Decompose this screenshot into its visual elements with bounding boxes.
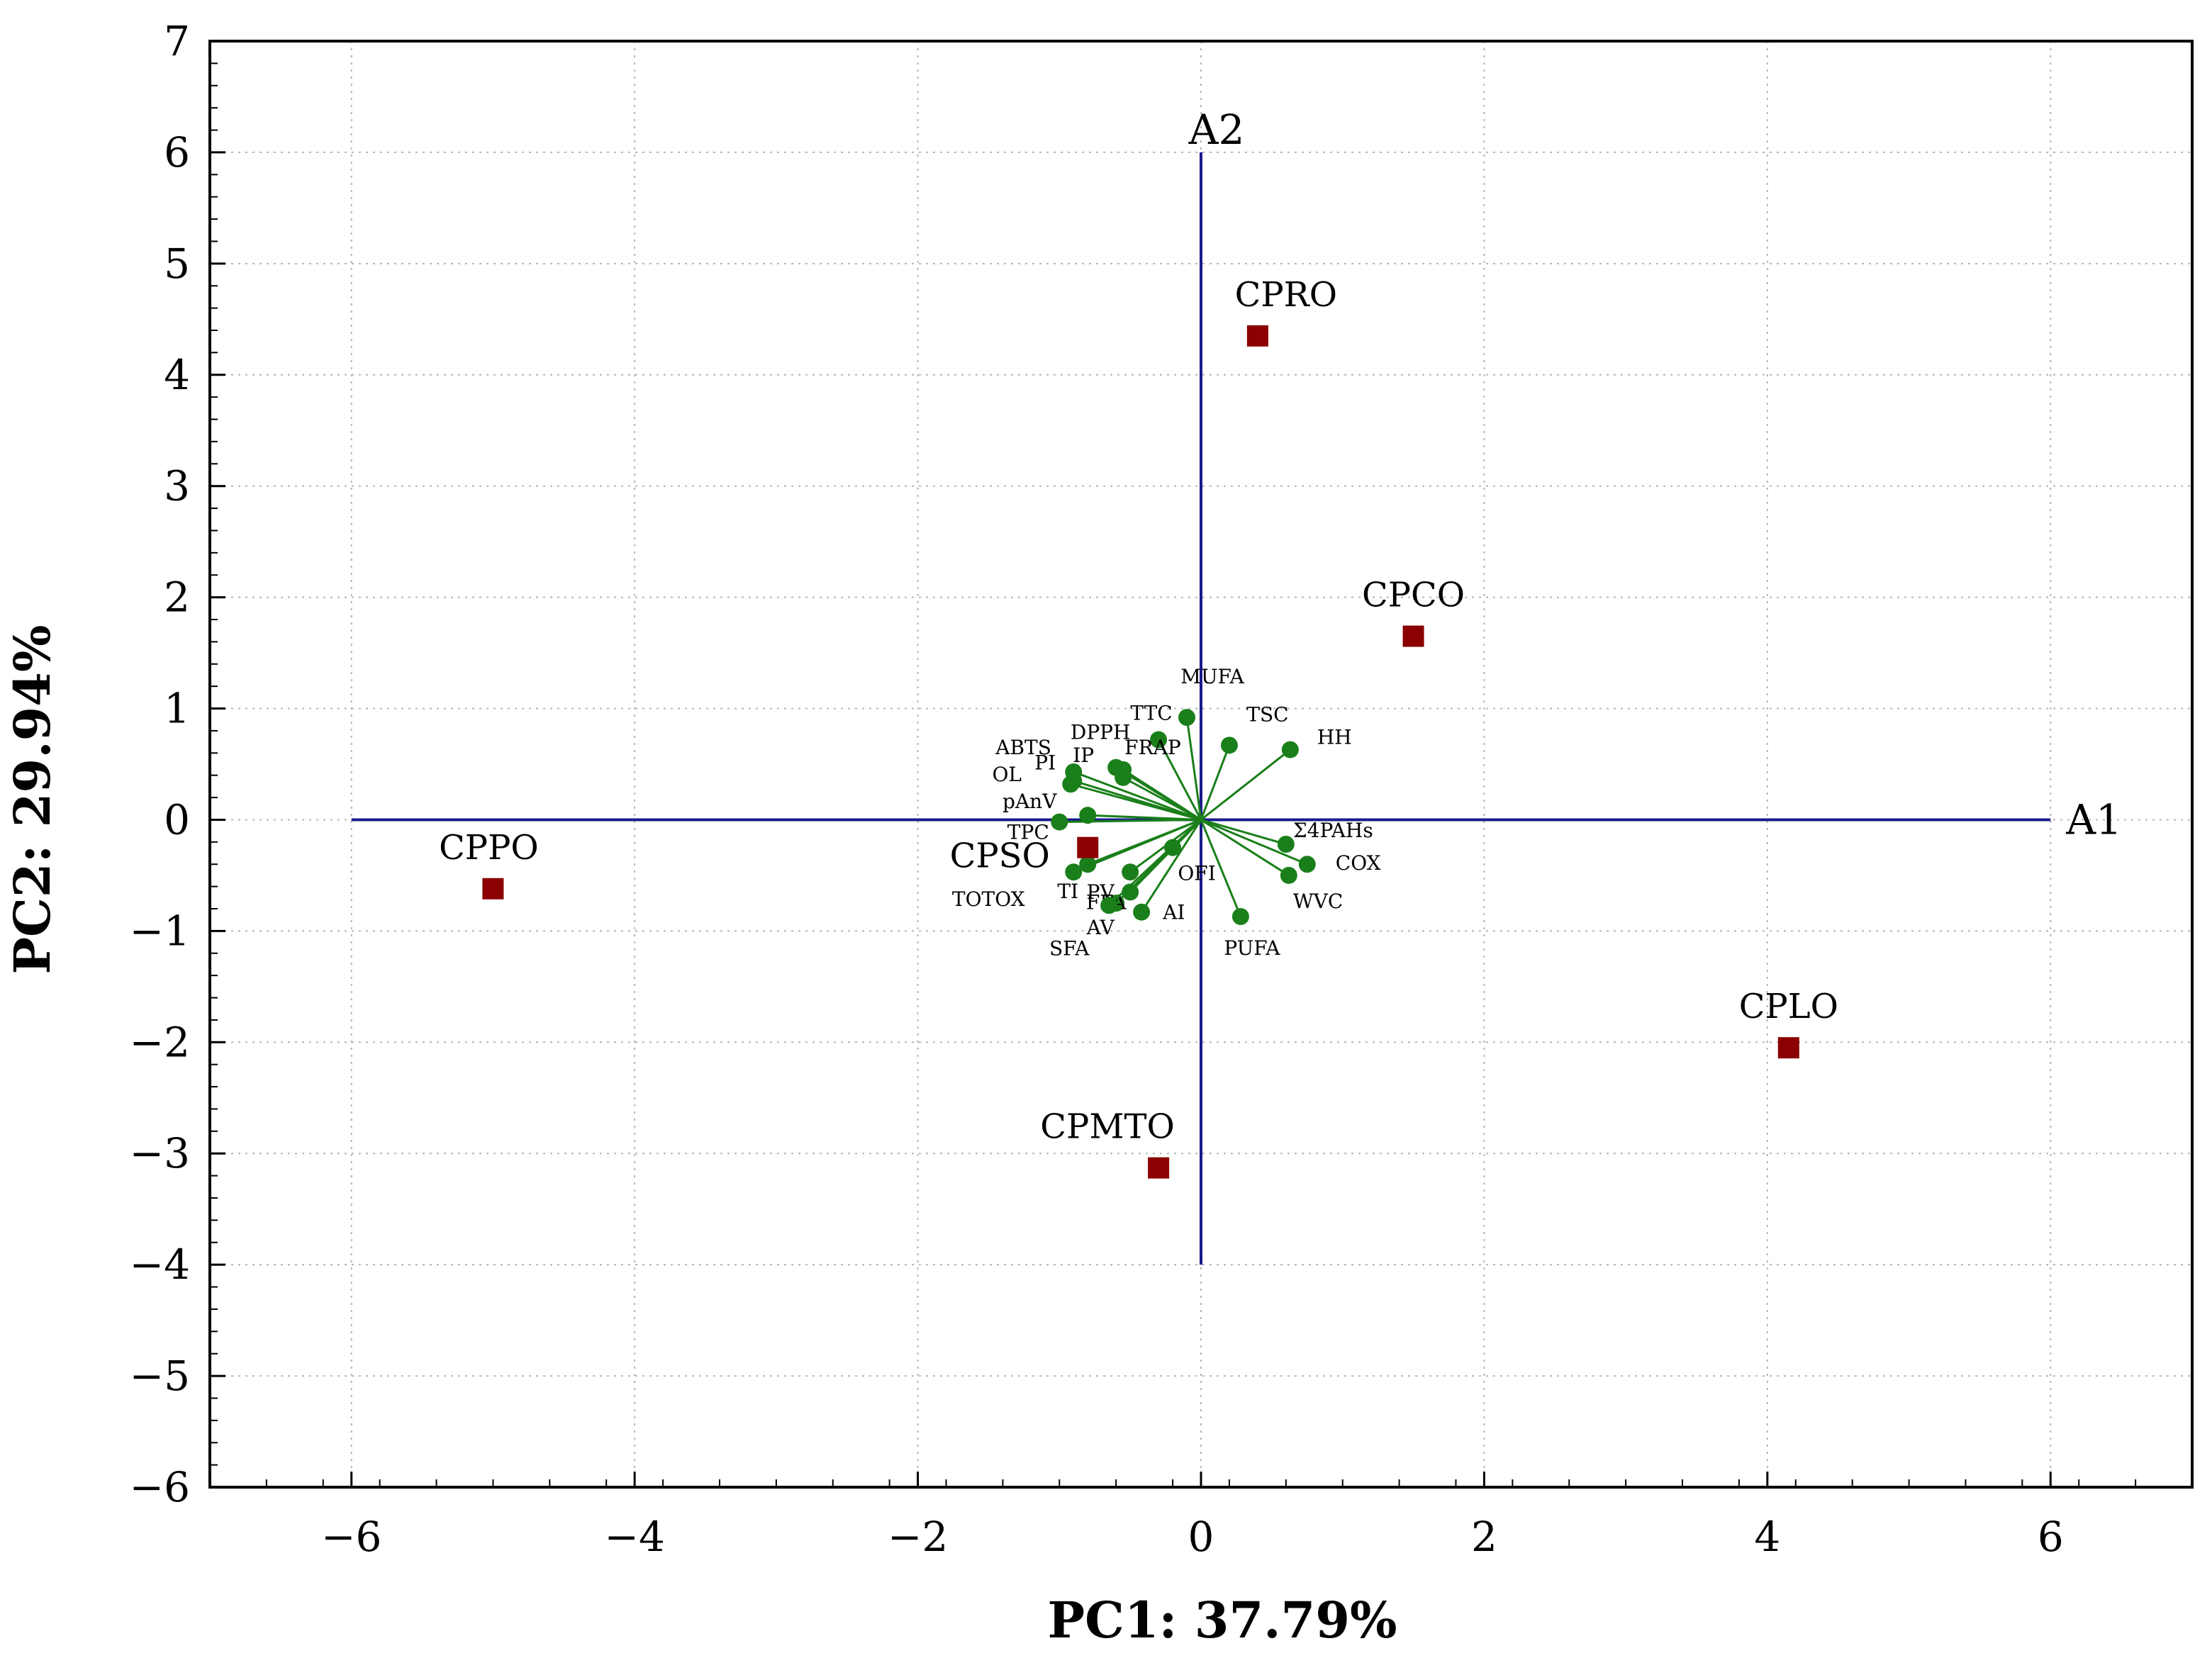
y-tick-label: −5 — [130, 1352, 191, 1400]
variable-label: MUFA — [1180, 665, 1244, 688]
x-tick-label: −6 — [321, 1513, 382, 1561]
variable-vector — [1185, 717, 1202, 820]
observation-label: CPPO — [439, 828, 539, 868]
variable-point — [1079, 807, 1097, 824]
variable-label: TTC — [1130, 701, 1172, 724]
variable-vector — [1200, 744, 1231, 820]
variable-point — [1280, 866, 1297, 884]
observation-marker — [1148, 1157, 1170, 1179]
variable-vector — [1122, 776, 1202, 821]
variable-point — [1062, 775, 1080, 793]
variable-label: WVC — [1293, 890, 1343, 913]
variable-label: ABTS — [995, 736, 1051, 759]
observation-label: CPMTO — [1040, 1107, 1175, 1147]
variable-point — [1133, 903, 1151, 921]
observation-label: CPLO — [1739, 987, 1838, 1026]
y-tick-label: 3 — [164, 462, 190, 510]
variable-label: TI — [1057, 880, 1078, 903]
variable-label: Σ4PAHs — [1293, 819, 1373, 842]
y-tick-label: 2 — [164, 573, 190, 622]
observation-marker — [1246, 325, 1268, 347]
observation-marker — [1077, 836, 1099, 858]
variable-point — [1220, 736, 1238, 754]
variable-point — [1100, 897, 1118, 914]
variable-point — [1231, 907, 1249, 925]
variable-vector — [1108, 819, 1202, 907]
variable-label: TOTOX — [952, 887, 1025, 911]
variable-point — [1051, 813, 1068, 831]
variable-point — [1150, 731, 1168, 749]
variable-vector — [1070, 783, 1202, 821]
x-tick-label: −4 — [604, 1513, 665, 1561]
y-tick-label: −1 — [130, 907, 191, 955]
variable-vector — [1140, 819, 1202, 913]
observation-marker — [482, 878, 504, 900]
y-tick-label: 1 — [164, 685, 190, 733]
axis-ticks: −6 −4 −2 0 2 4 6 −6 −5 −4 −3 −2 −1 0 1 2 3 4 5 6 7 — [130, 17, 2193, 1561]
variable-vector — [1200, 819, 1290, 877]
y-tick-label: −2 — [130, 1018, 191, 1066]
variable-point — [1122, 883, 1139, 901]
variable-point — [1298, 856, 1316, 873]
variable-label: OFI — [1178, 862, 1215, 885]
variable-label: OL — [992, 763, 1022, 786]
variable-vector — [1122, 768, 1202, 821]
y-tick-label: 5 — [164, 240, 190, 288]
variable-label: FRAP — [1124, 736, 1181, 759]
variable-vector — [1073, 819, 1202, 873]
variable-label: AI — [1162, 901, 1185, 924]
observation-marker — [1777, 1037, 1799, 1059]
variable-label: AV — [1086, 916, 1115, 939]
observation-label: CPSO — [950, 836, 1050, 876]
y-tick-label: 0 — [164, 795, 190, 844]
y-tick-label: −6 — [130, 1463, 191, 1511]
x-tick-label: 6 — [2038, 1513, 2064, 1561]
variable-point — [1281, 741, 1299, 758]
variable-label: PUFA — [1224, 936, 1280, 960]
variable-label: PI — [1034, 751, 1056, 775]
y-tick-label: −3 — [130, 1129, 191, 1177]
variable-vectors: MUFA TTC ABTS DPPH PI IP FRAP OL pAnV TPC TSC HH Σ4P… — [952, 665, 1381, 960]
x-axis-title: PC1: 37.79% — [1048, 1591, 1397, 1649]
variable-label: COX — [1336, 851, 1381, 875]
reference-axis-a2-label: A2 — [1188, 106, 1245, 154]
x-tick-label: 2 — [1471, 1513, 1497, 1561]
x-tick-label: 4 — [1754, 1513, 1780, 1561]
variable-vector — [1200, 819, 1242, 917]
x-tick-label: 0 — [1188, 1513, 1214, 1561]
variable-label: HH — [1317, 726, 1352, 749]
variable-vector — [1129, 819, 1202, 873]
observation-label: CPCO — [1362, 576, 1465, 615]
variable-label: TPC — [1007, 821, 1049, 844]
variable-label: SFA — [1049, 936, 1090, 960]
variable-point — [1122, 863, 1139, 881]
observation-marker — [1402, 625, 1424, 647]
y-axis-title: PC2: 29.94% — [3, 625, 62, 975]
y-tick-label: 6 — [164, 128, 190, 177]
variable-point — [1065, 863, 1083, 881]
variable-vector — [1157, 739, 1202, 821]
y-tick-label: 7 — [164, 17, 190, 65]
variable-label: pAnV — [1002, 790, 1057, 813]
x-tick-label: −2 — [888, 1513, 949, 1561]
y-tick-label: 4 — [164, 351, 190, 399]
variable-label: DPPH — [1071, 721, 1131, 744]
variable-vector — [1200, 819, 1308, 866]
observation-label: CPRO — [1235, 275, 1338, 315]
variable-point — [1277, 835, 1295, 853]
y-tick-label: −4 — [130, 1240, 191, 1289]
variable-vector — [1059, 818, 1202, 824]
variable-vector — [1073, 771, 1202, 821]
variable-label: IP — [1073, 744, 1094, 767]
variable-point — [1115, 761, 1132, 778]
reference-axis-a1-label: A1 — [2065, 795, 2122, 844]
variable-label: TSC — [1246, 702, 1288, 726]
variable-point — [1178, 709, 1196, 727]
observation-points: CPRO CPCO CPPO CPSO CPLO CPMTO — [439, 275, 1838, 1179]
variable-vector — [1200, 749, 1291, 821]
variable-vector — [1200, 819, 1287, 846]
